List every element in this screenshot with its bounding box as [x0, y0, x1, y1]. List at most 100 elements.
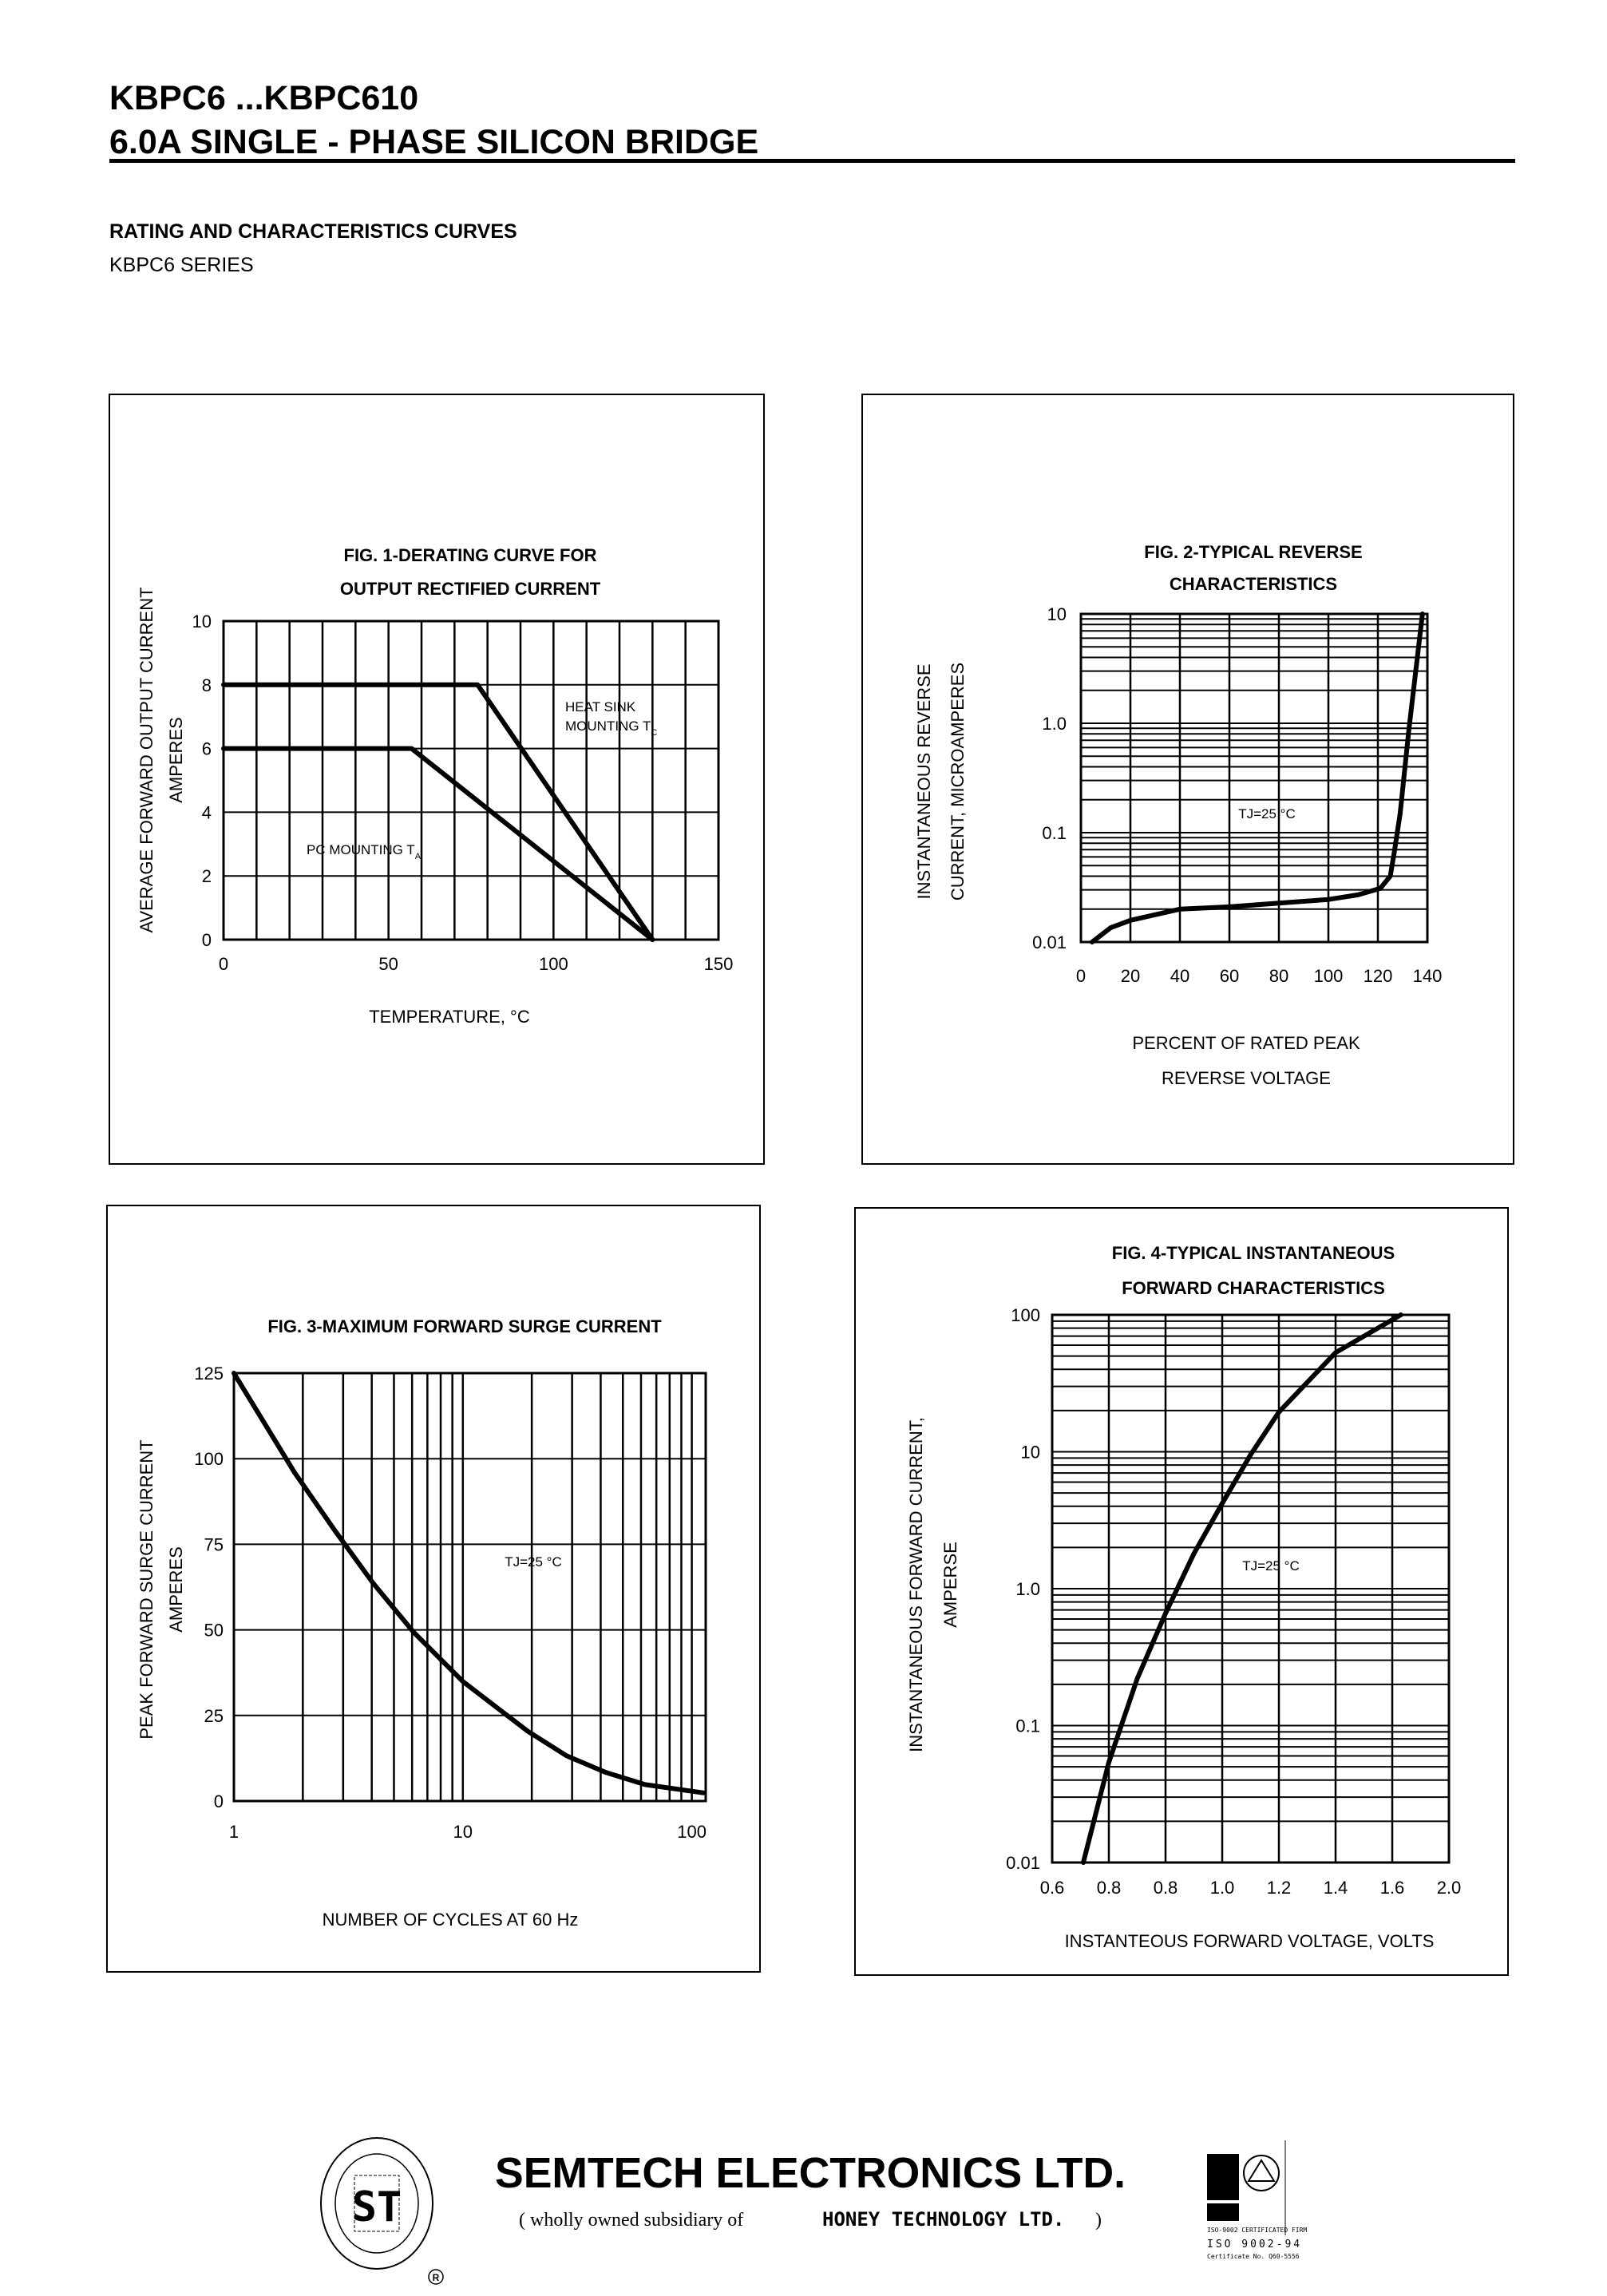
fig4-chart: 0.6 0.8 0.8 1.0 1.2 1.4 1.6 2.0 0.01 0.1 1.0 10 100 F… — [906, 1243, 1461, 1951]
x-tick-label: 60 — [1220, 966, 1239, 986]
y-axis-label: CURRENT, MICROAMPERES — [948, 663, 968, 901]
y-tick-label: 0.1 — [1042, 823, 1067, 843]
company-name: SEMTECH ELECTRONICS LTD. — [495, 2149, 1126, 2197]
y-tick-label: 1.0 — [1015, 1579, 1040, 1599]
series-label: HEAT SINK — [565, 699, 636, 715]
iso-certification-marks: ISO-9002 CERTIFICATED FIRM ISO 9002-94 C… — [1207, 2140, 1307, 2260]
x-tick-label: 1.4 — [1324, 1878, 1348, 1898]
y-tick-label: 100 — [1011, 1305, 1040, 1325]
series-line-1 — [232, 1371, 706, 1795]
x-axis-label: PERCENT OF RATED PEAK — [1132, 1033, 1360, 1053]
figure-title: OUTPUT RECTIFIED CURRENT — [340, 579, 601, 599]
fig2-frame — [861, 394, 1514, 1165]
figure-title: FIG. 1-DERATING CURVE FOR — [344, 545, 597, 565]
series-label: PC MOUNTING TA — [307, 842, 422, 861]
y-tick-label: 100 — [194, 1449, 224, 1469]
anchor-icon — [1207, 2154, 1239, 2200]
y-axis-label: AMPERSE — [940, 1542, 960, 1628]
fig3-chart: 1 10 100 0 25 50 75 100 125 FIG. 3-MAXIMUM FORWAR… — [137, 1316, 707, 1930]
fig3-frame — [106, 1205, 761, 1973]
parent-company: HONEY TECHNOLOGY LTD. — [822, 2208, 1064, 2231]
y-tick-label: 10 — [1021, 1443, 1040, 1463]
x-tick-label: 50 — [378, 954, 398, 974]
x-tick-label: 0.8 — [1097, 1878, 1122, 1898]
x-axis-label: TEMPERATURE, °C — [369, 1007, 530, 1027]
y-tick-label: 4 — [202, 802, 212, 822]
y-axis-label: INSTANTANEOUS FORWARD CURRENT, — [906, 1417, 926, 1752]
x-tick-label: 1.2 — [1267, 1878, 1292, 1898]
figure-title: CHARACTERISTICS — [1170, 574, 1337, 594]
registered-mark: R — [433, 2272, 440, 2283]
series-label: KBPC6 SERIES — [109, 254, 254, 276]
figure-title: FORWARD CHARACTERISTICS — [1122, 1278, 1385, 1298]
junction-temp-annotation: TJ=25 °C — [1242, 1558, 1300, 1574]
y-tick-label: 0.1 — [1015, 1716, 1040, 1736]
part-range-title: KBPC6 ...KBPC610 — [109, 79, 418, 117]
series-line-1 — [1081, 1312, 1403, 1865]
series-line-2 — [221, 746, 655, 942]
y-tick-label: 1.0 — [1042, 714, 1067, 734]
x-tick-label: 140 — [1413, 966, 1443, 986]
plot-area-border — [222, 620, 720, 941]
series-line-1 — [1090, 612, 1425, 944]
y-tick-label: 50 — [204, 1621, 224, 1641]
x-tick-label: 40 — [1170, 966, 1189, 986]
y-tick-label: 10 — [192, 612, 212, 631]
close-paren: ) — [1095, 2210, 1102, 2231]
series-line-1 — [221, 682, 655, 942]
x-tick-label: 100 — [677, 1822, 707, 1842]
x-tick-label: 100 — [1314, 966, 1344, 986]
header-rule — [109, 159, 1515, 163]
y-tick-label: 125 — [194, 1364, 224, 1384]
y-tick-label: 0 — [214, 1791, 224, 1811]
figure-title: FIG. 4-TYPICAL INSTANTANEOUS — [1112, 1243, 1395, 1263]
x-tick-label: 1 — [229, 1822, 239, 1842]
x-tick-label: 1.6 — [1380, 1878, 1405, 1898]
y-tick-label: 2 — [202, 866, 212, 886]
fig1-frame — [109, 394, 765, 1165]
y-axis-label: AMPERES — [166, 717, 186, 803]
y-tick-label: 0.01 — [1032, 932, 1067, 952]
x-axis-label: NUMBER OF CYCLES AT 60 Hz — [323, 1910, 579, 1930]
x-axis-label: INSTANTEOUS FORWARD VOLTAGE, VOLTS — [1065, 1931, 1435, 1951]
figure-title: FIG. 2-TYPICAL REVERSE — [1144, 542, 1362, 562]
junction-temp-annotation: TJ=25 °C — [505, 1554, 562, 1570]
part-subtitle: 6.0A SINGLE - PHASE SILICON BRIDGE — [109, 123, 758, 161]
x-tick-label: 0.8 — [1154, 1878, 1178, 1898]
figure-title: FIG. 3-MAXIMUM FORWARD SURGE CURRENT — [267, 1316, 662, 1336]
iso-text: ISO 9002-94 — [1207, 2239, 1302, 2250]
x-tick-label: 150 — [704, 954, 734, 974]
x-tick-label: 10 — [453, 1822, 473, 1842]
cert-seal-icon — [1243, 2155, 1280, 2191]
x-axis-label: REVERSE VOLTAGE — [1162, 1068, 1331, 1088]
junction-temp-annotation: TJ=25 °C — [1238, 806, 1296, 821]
y-axis-label: AVERAGE FORWARD OUTPUT CURRENT — [137, 587, 156, 932]
x-tick-label: 0.6 — [1040, 1878, 1065, 1898]
x-tick-label: 2.0 — [1437, 1878, 1462, 1898]
x-tick-label: 120 — [1364, 966, 1393, 986]
fig4-frame — [854, 1207, 1509, 1976]
series-label: MOUNTING TC — [565, 718, 657, 738]
y-tick-label: 0 — [202, 930, 212, 950]
x-tick-label: 0 — [219, 954, 228, 974]
x-tick-label: 0 — [1076, 966, 1086, 986]
logo-lettering: ST — [352, 2183, 402, 2231]
y-tick-label: 8 — [202, 675, 212, 695]
x-tick-label: 100 — [539, 954, 568, 974]
plot-area-border — [1051, 1313, 1451, 1864]
section-heading: RATING AND CHARACTERISTICS CURVES — [109, 220, 517, 243]
plot-area-border — [1079, 612, 1429, 944]
cert-number: Certificate No. Q60-5556 — [1207, 2253, 1300, 2260]
cert-firm-text: ISO-9002 CERTIFICATED FIRM — [1207, 2227, 1307, 2234]
y-tick-label: 6 — [202, 739, 212, 759]
series-label-subscript: A — [415, 852, 422, 861]
y-tick-label: 25 — [204, 1706, 224, 1726]
x-tick-label: 20 — [1121, 966, 1140, 986]
y-axis-label: AMPERES — [166, 1546, 186, 1633]
y-axis-label: INSTANTANEOUS REVERSE — [914, 663, 934, 899]
y-tick-label: 75 — [204, 1534, 224, 1554]
y-axis-label: PEAK FORWARD SURGE CURRENT — [137, 1439, 156, 1739]
